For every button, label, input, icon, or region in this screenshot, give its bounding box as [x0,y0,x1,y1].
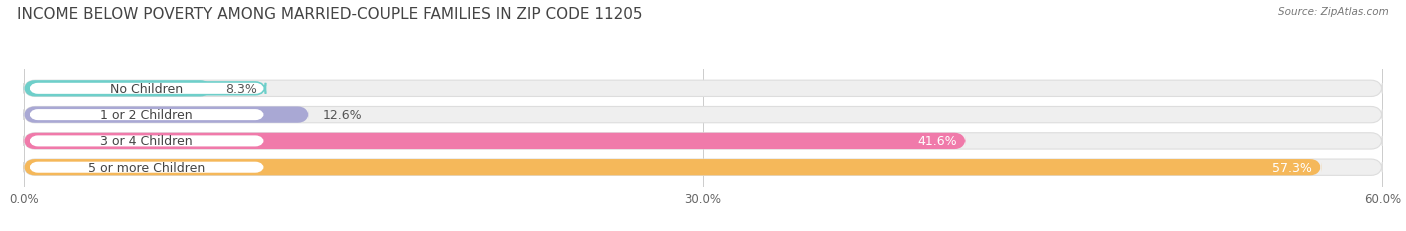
Text: INCOME BELOW POVERTY AMONG MARRIED-COUPLE FAMILIES IN ZIP CODE 11205: INCOME BELOW POVERTY AMONG MARRIED-COUPL… [17,7,643,22]
FancyBboxPatch shape [28,109,266,122]
FancyBboxPatch shape [24,133,966,149]
FancyBboxPatch shape [24,107,309,123]
FancyBboxPatch shape [24,159,1322,176]
Text: 3 or 4 Children: 3 or 4 Children [100,135,193,148]
Text: Source: ZipAtlas.com: Source: ZipAtlas.com [1278,7,1389,17]
FancyBboxPatch shape [28,83,266,95]
Text: 41.6%: 41.6% [917,135,956,148]
FancyBboxPatch shape [28,135,266,148]
Text: 1 or 2 Children: 1 or 2 Children [100,109,193,122]
FancyBboxPatch shape [24,133,1382,149]
Text: 5 or more Children: 5 or more Children [89,161,205,174]
Text: 57.3%: 57.3% [1272,161,1312,174]
Text: 8.3%: 8.3% [225,82,257,95]
FancyBboxPatch shape [24,81,212,97]
FancyBboxPatch shape [24,81,1382,97]
FancyBboxPatch shape [24,159,1382,176]
FancyBboxPatch shape [28,161,266,174]
Text: No Children: No Children [110,82,183,95]
Text: 12.6%: 12.6% [322,109,363,122]
FancyBboxPatch shape [24,107,1382,123]
